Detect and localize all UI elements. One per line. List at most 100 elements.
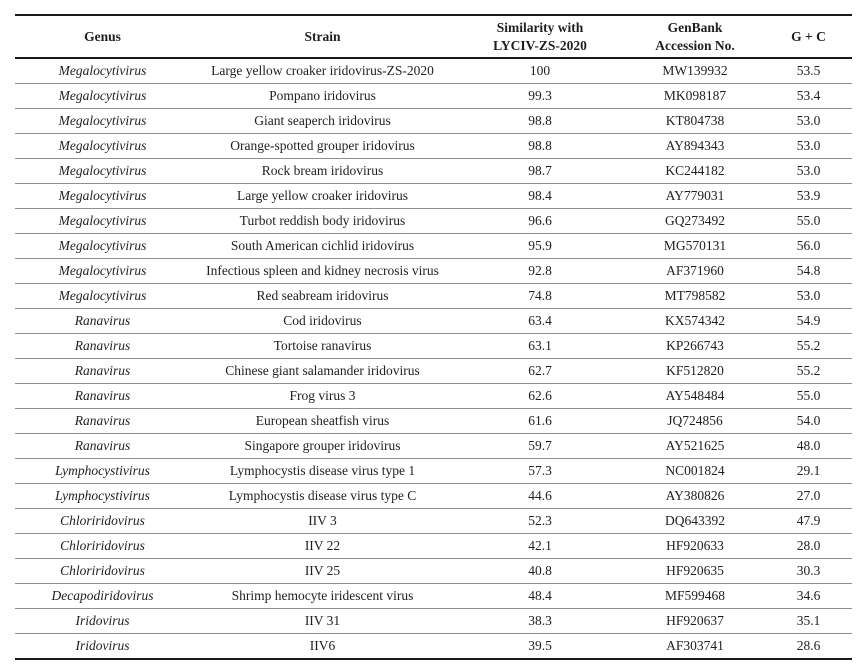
cell-genus: Megalocytivirus [15, 133, 190, 159]
cell-genus: Chloriridovirus [15, 558, 190, 584]
cell-gc: 55.0 [765, 208, 852, 234]
cell-similarity: 63.4 [455, 308, 625, 334]
cell-accession: KP266743 [625, 333, 765, 359]
cell-similarity: 98.8 [455, 108, 625, 134]
cell-strain: Cod iridovirus [190, 308, 455, 334]
cell-strain: Lymphocystis disease virus type 1 [190, 458, 455, 484]
cell-similarity: 59.7 [455, 433, 625, 459]
cell-gc: 48.0 [765, 433, 852, 459]
cell-genus: Megalocytivirus [15, 108, 190, 134]
cell-genus: Megalocytivirus [15, 258, 190, 284]
cell-accession: GQ273492 [625, 208, 765, 234]
table-row: Lymphocystivirus Lymphocystis disease vir… [15, 458, 852, 484]
cell-gc: 53.5 [765, 58, 852, 84]
cell-strain: Pompano iridovirus [190, 83, 455, 109]
cell-genus: Megalocytivirus [15, 233, 190, 259]
cell-accession: HF920635 [625, 558, 765, 584]
cell-accession: KC244182 [625, 158, 765, 184]
cell-strain: Rock bream iridovirus [190, 158, 455, 184]
table-row: Megalocytivirus South American cichlid ir… [15, 233, 852, 259]
table-header-row: Genus Strain Similarity with LYCIV-ZS-20… [15, 15, 852, 59]
table-row: Megalocytivirus Turbot reddish body irido… [15, 208, 852, 234]
cell-similarity: 52.3 [455, 508, 625, 534]
cell-accession: HF920633 [625, 533, 765, 559]
cell-strain: Shrimp hemocyte iridescent virus [190, 583, 455, 609]
cell-accession: HF920637 [625, 608, 765, 634]
cell-similarity: 61.6 [455, 408, 625, 434]
cell-genus: Lymphocystivirus [15, 483, 190, 509]
cell-similarity: 98.4 [455, 183, 625, 209]
table-row: Chloriridovirus IIV 25 40.8 HF920635 30.3 [15, 558, 852, 584]
cell-strain: IIV 22 [190, 533, 455, 559]
cell-genus: Iridovirus [15, 608, 190, 634]
table-body: Megalocytivirus Large yellow croaker irid… [15, 58, 852, 659]
cell-gc: 53.0 [765, 283, 852, 309]
table-row: Ranavirus Tortoise ranavirus 63.1 KP266743 5… [15, 333, 852, 359]
cell-strain: IIV 3 [190, 508, 455, 534]
table-row: Megalocytivirus Giant seaperch iridovirus… [15, 108, 852, 134]
cell-gc: 53.0 [765, 108, 852, 134]
cell-strain: Giant seaperch iridovirus [190, 108, 455, 134]
cell-gc: 53.0 [765, 158, 852, 184]
cell-similarity: 100 [455, 58, 625, 84]
table-row: Megalocytivirus Pompano iridovirus 99.3 MK0… [15, 83, 852, 109]
table-row: Megalocytivirus Rock bream iridovirus 98.7… [15, 158, 852, 184]
table-row: Ranavirus European sheatfish virus 61.6 JQ7… [15, 408, 852, 434]
cell-similarity: 39.5 [528, 638, 552, 653]
cell-gc: 35.1 [765, 608, 852, 634]
cell-genus: Ranavirus [15, 308, 190, 334]
table-row: Megalocytivirus Red seabream iridovirus 74… [15, 283, 852, 309]
cell-similarity: 48.4 [455, 583, 625, 609]
cell-similarity: 57.3 [455, 458, 625, 484]
cell-gc: 53.9 [765, 183, 852, 209]
cell-accession: AY380826 [625, 483, 765, 509]
table-row: Megalocytivirus Orange-spotted grouper ir… [15, 133, 852, 159]
cell-accession: MW139932 [625, 58, 765, 84]
cell-gc: 34.6 [765, 583, 852, 609]
cell-strain: IIV6 [309, 638, 336, 653]
header-accession: GenBank Accession No. [625, 15, 765, 59]
cell-gc: 28.6 [796, 638, 821, 653]
cell-gc: 55.0 [765, 383, 852, 409]
cell-strain: IIV 25 [190, 558, 455, 584]
cell-genus: Megalocytivirus [15, 158, 190, 184]
cell-gc: 56.0 [765, 233, 852, 259]
cell-similarity: 96.6 [455, 208, 625, 234]
cell-strain: Infectious spleen and kidney necrosis vi… [190, 258, 455, 284]
cell-strain: Red seabream iridovirus [190, 283, 455, 309]
cell-gc: 28.0 [765, 533, 852, 559]
cell-similarity: 95.9 [455, 233, 625, 259]
cell-similarity: 62.7 [455, 358, 625, 384]
table-row: Iridovirus IIV 31 38.3 HF920637 35.1 [15, 608, 852, 634]
cell-gc: 29.1 [765, 458, 852, 484]
cell-similarity: 44.6 [455, 483, 625, 509]
cell-accession: KF512820 [625, 358, 765, 384]
similarity-table: Genus Strain Similarity with LYCIV-ZS-20… [15, 14, 852, 660]
cell-accession: MT798582 [625, 283, 765, 309]
table-row: Chloriridovirus IIV 22 42.1 HF920633 28.0 [15, 533, 852, 559]
cell-gc: 55.2 [765, 333, 852, 359]
cell-genus: Chloriridovirus [15, 533, 190, 559]
cell-genus: Ranavirus [15, 358, 190, 384]
cell-strain: South American cichlid iridovirus [190, 233, 455, 259]
table-row: Ranavirus Singapore grouper iridovirus 59.… [15, 433, 852, 459]
cell-accession: MF599468 [625, 583, 765, 609]
cell-genus: Megalocytivirus [15, 283, 190, 309]
cell-genus: Ranavirus [15, 433, 190, 459]
cell-genus: Megalocytivirus [15, 58, 190, 84]
cell-strain: Large yellow croaker iridovirus-ZS-2020 [190, 58, 455, 84]
cell-similarity: 92.8 [455, 258, 625, 284]
cell-accession: AF303741 [666, 638, 724, 653]
cell-gc: 47.9 [765, 508, 852, 534]
cell-similarity: 38.3 [455, 608, 625, 634]
cell-accession: AF371960 [625, 258, 765, 284]
cell-accession: KX574342 [625, 308, 765, 334]
cell-accession: KT804738 [625, 108, 765, 134]
header-genus: Genus [15, 15, 190, 59]
cell-gc: 54.8 [765, 258, 852, 284]
cell-gc: 30.3 [765, 558, 852, 584]
cell-genus: Megalocytivirus [15, 183, 190, 209]
cell-strain: Singapore grouper iridovirus [190, 433, 455, 459]
cell-accession: AY779031 [625, 183, 765, 209]
cell-gc: 27.0 [765, 483, 852, 509]
